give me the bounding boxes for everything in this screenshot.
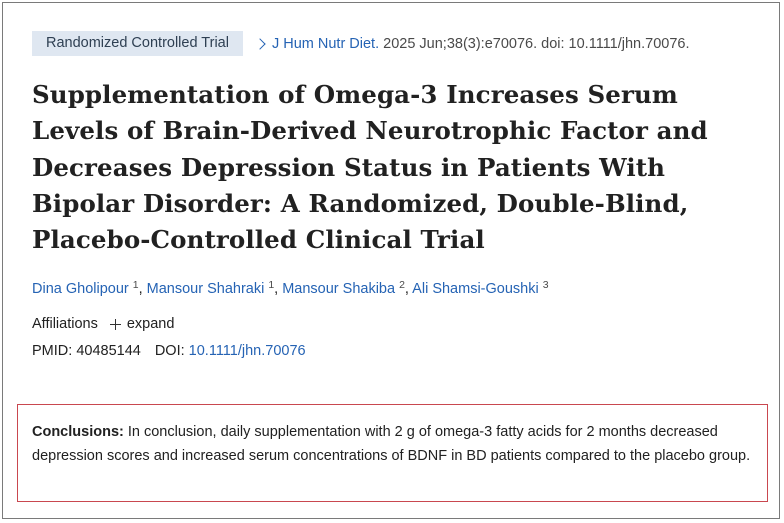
affiliation-number[interactable]: 1 xyxy=(268,279,275,291)
conclusions-text: In conclusion, daily supplementation wit… xyxy=(32,424,751,464)
affiliation-number[interactable]: 3 xyxy=(542,279,549,291)
conclusions-label: Conclusions: xyxy=(32,424,124,440)
author-item: Ali Shamsi-Goushki 3 xyxy=(412,279,549,297)
affiliation-number[interactable]: 2 xyxy=(399,279,405,291)
plus-icon xyxy=(109,318,121,330)
author-link[interactable]: Mansour Shahraki xyxy=(146,281,265,297)
journal-link[interactable]: J Hum Nutr Diet. xyxy=(271,35,380,52)
chevron-right-icon xyxy=(254,37,266,50)
citation-details: 2025 Jun;38(3):e70076. doi: 10.1111/jhn.… xyxy=(383,35,690,52)
author-item: Mansour Shakiba 2 xyxy=(282,279,405,297)
affiliations-label: Affiliations xyxy=(32,316,98,332)
identifiers-row: PMID: 40485144 DOI: 10.1111/jhn.70076 xyxy=(32,343,306,359)
author-item: Dina Gholipour 1 xyxy=(32,279,139,297)
doi-label: DOI: xyxy=(154,343,185,359)
author-link[interactable]: Mansour Shakiba xyxy=(282,281,396,297)
affiliations-row: Affiliations expand xyxy=(32,316,174,332)
doi-link[interactable]: 10.1111/jhn.70076 xyxy=(188,343,306,359)
article-title: Supplementation of Omega-3 Increases Ser… xyxy=(32,80,708,255)
author-separator: , xyxy=(404,281,413,297)
citation-row: Randomized Controlled Trial J Hum Nutr D… xyxy=(32,31,690,56)
author-separator: , xyxy=(274,281,283,297)
author-separator: , xyxy=(138,281,147,297)
affiliation-number[interactable]: 1 xyxy=(132,279,139,291)
author-item: Mansour Shahraki 1 xyxy=(146,279,275,297)
author-list: Dina Gholipour 1, Mansour Shahraki 1, Mans… xyxy=(32,279,549,297)
conclusions-box: Conclusions: In conclusion, daily supple… xyxy=(17,404,768,502)
expand-affiliations-button[interactable]: expand xyxy=(109,316,175,332)
author-link[interactable]: Ali Shamsi-Goushki xyxy=(412,281,539,297)
pmid-value: 40485144 xyxy=(76,343,141,359)
article-type-badge[interactable]: Randomized Controlled Trial xyxy=(32,31,243,56)
expand-label: expand xyxy=(126,316,175,332)
pmid-label: PMID: xyxy=(32,343,73,359)
author-link[interactable]: Dina Gholipour xyxy=(32,281,129,297)
